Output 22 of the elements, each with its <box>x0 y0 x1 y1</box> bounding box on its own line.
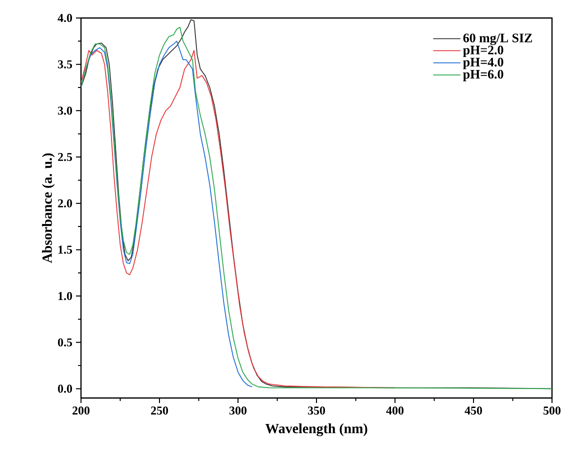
legend-label: pH=6.0 <box>463 70 504 82</box>
x-tick-label: 500 <box>544 406 561 415</box>
y-tick-label: 1.0 <box>58 292 72 300</box>
legend-label: pH=2.0 <box>463 46 504 58</box>
legend-label: 60 mg/L SIZ <box>463 34 532 46</box>
y-tick-label: 0.5 <box>58 338 72 346</box>
x-axis-title: Wavelength (nm) <box>265 423 368 436</box>
y-tick-label: 2.5 <box>58 152 72 162</box>
x-tick-label: 400 <box>386 406 404 415</box>
y-tick-label: 1.5 <box>58 246 72 254</box>
y-tick-label: 3.0 <box>58 106 72 115</box>
y-tick-label: 4.0 <box>58 14 72 22</box>
x-tick-label: 250 <box>151 406 168 415</box>
y-tick-label: 3.5 <box>58 60 72 68</box>
x-tick-label: 450 <box>464 406 482 415</box>
x-tick-label: 300 <box>229 406 247 415</box>
x-tick-label: 350 <box>308 406 326 415</box>
y-tick-label: 2.0 <box>58 199 72 208</box>
y-axis-title: Absorbance (a. u.) <box>42 153 55 264</box>
y-tick-label: 0.0 <box>58 384 72 393</box>
legend-label: pH=4.0 <box>463 58 504 70</box>
x-tick-label: 200 <box>72 406 90 415</box>
